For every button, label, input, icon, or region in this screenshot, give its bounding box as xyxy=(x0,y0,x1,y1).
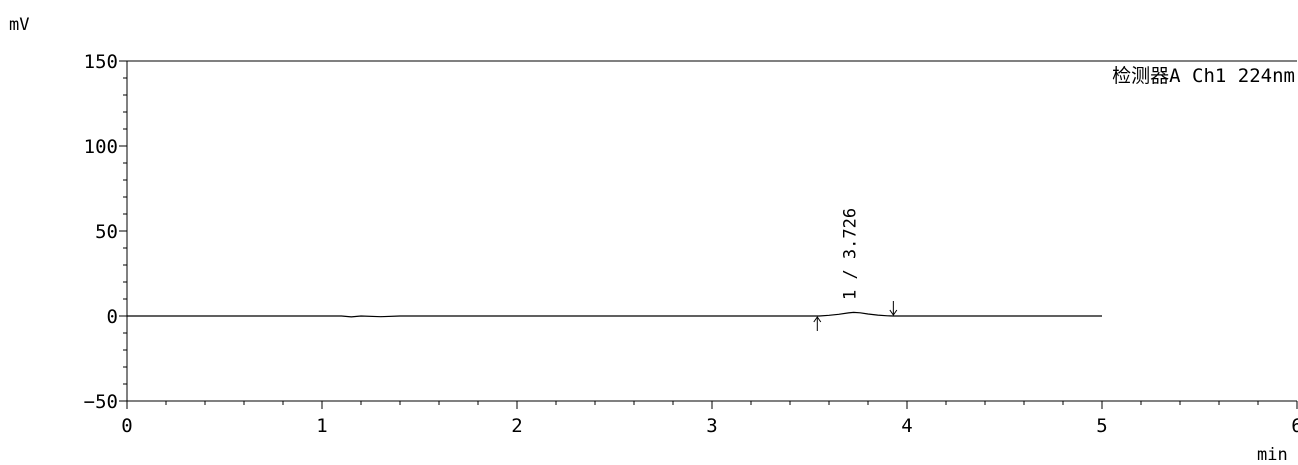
x-tick-label: 3 xyxy=(706,415,717,437)
y-tick-label: 50 xyxy=(95,221,118,243)
peak-annotations: 1 / 3.726 xyxy=(813,208,898,331)
peak-end-arrowhead xyxy=(889,309,898,316)
x-tick-label: 6 xyxy=(1291,415,1298,437)
x-tick-label: 1 xyxy=(316,415,327,437)
x-tick-label: 5 xyxy=(1096,415,1107,437)
tick-marks xyxy=(119,60,1298,409)
x-tick-label: 2 xyxy=(511,415,522,437)
chart-axes xyxy=(126,60,1297,402)
y-tick-label: 150 xyxy=(84,51,118,73)
peak-start-arrowhead xyxy=(813,316,822,323)
chromatogram-line xyxy=(127,311,1102,318)
y-axis-unit-label: mV xyxy=(9,15,29,35)
y-tick-label: 0 xyxy=(107,306,118,328)
chromatogram-trace xyxy=(127,311,1102,318)
y-tick-label: −50 xyxy=(84,391,118,413)
peak-label: 1 / 3.726 xyxy=(841,208,861,300)
x-axis-unit-label: min xyxy=(1257,445,1288,465)
detector-label: 检测器A Ch1 224nm xyxy=(1112,65,1295,87)
x-tick-label: 0 xyxy=(121,415,132,437)
y-tick-label: 100 xyxy=(84,136,118,158)
x-tick-label: 4 xyxy=(901,415,912,437)
